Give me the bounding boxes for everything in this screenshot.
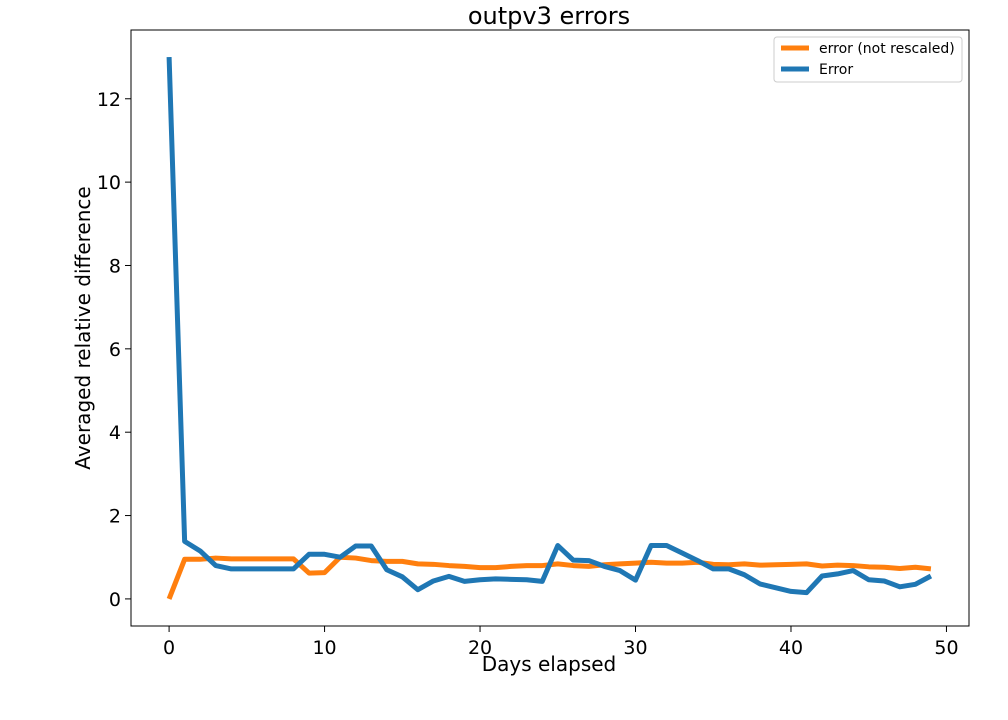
x-tick-label: 30 — [623, 637, 647, 659]
y-tick-label: 4 — [109, 422, 121, 444]
x-tick-label: 0 — [163, 637, 175, 659]
x-tick-label: 10 — [312, 637, 336, 659]
legend-box — [773, 36, 963, 83]
y-axis: 0 2 4 6 8 10 12 — [97, 89, 131, 611]
legend: error (not rescaled) Error — [773, 36, 963, 83]
y-axis-label: Averaged relative difference — [71, 186, 95, 469]
y-tick-label: 2 — [109, 506, 121, 528]
axes-frame — [130, 29, 970, 627]
x-tick-label: 20 — [468, 637, 492, 659]
legend-label-error: Error — [819, 62, 853, 78]
y-tick-label: 0 — [109, 589, 121, 611]
y-tick-label: 10 — [97, 172, 121, 194]
plot-area — [130, 29, 970, 627]
x-tick-label: 50 — [934, 637, 958, 659]
x-axis: 0 10 20 30 40 50 — [163, 626, 959, 659]
x-axis-label: Days elapsed — [482, 652, 617, 676]
y-tick-label: 8 — [109, 255, 121, 277]
y-tick-label: 6 — [109, 339, 121, 361]
x-tick-label: 40 — [779, 637, 803, 659]
series-line-error — [166, 57, 933, 596]
legend-label-error-not-rescaled: error (not rescaled) — [819, 41, 955, 57]
series-lines — [166, 57, 933, 600]
chart-title: outpv3 errors — [468, 2, 630, 30]
y-tick-label: 12 — [97, 89, 121, 111]
